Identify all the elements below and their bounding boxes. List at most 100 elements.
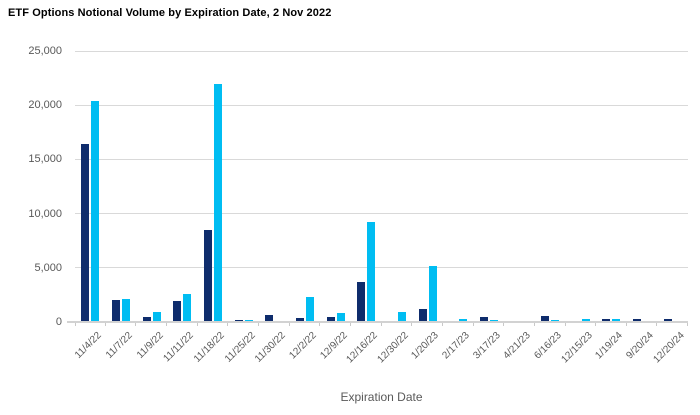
x-tick-label: 4/21/23 (501, 330, 534, 362)
bar-navy-12/16/22 (357, 282, 366, 322)
x-tick-label: 12/16/22 (344, 330, 380, 366)
axis-tick (625, 322, 627, 326)
bar-group (198, 51, 229, 326)
y-tick-label: 5,000 (34, 261, 62, 274)
bar-navy-11/18/22 (203, 230, 212, 322)
axis-tick (411, 322, 413, 326)
y-tick-label: 25,000 (28, 45, 62, 57)
bar-cyan-12/16/22 (367, 222, 376, 322)
axis-tick (503, 322, 505, 326)
bar-navy-9/20/24 (633, 319, 642, 322)
x-tick-label: 11/11/22 (161, 330, 197, 365)
axis-tick (75, 322, 76, 326)
axis-tick (380, 322, 382, 326)
bar-cyan-11/9/22 (152, 312, 161, 322)
x-tick-label: 12/2/22 (287, 330, 319, 362)
x-tick-label: 11/7/22 (103, 330, 135, 361)
bar-group (167, 51, 198, 326)
axis-tick (196, 322, 198, 326)
x-tick-label: 3/17/23 (471, 330, 503, 362)
axis-tick (227, 322, 229, 326)
gridline (75, 267, 688, 269)
bar-groups (75, 51, 689, 326)
x-tick-label: 12/30/22 (375, 330, 411, 366)
bar-group (136, 51, 167, 326)
axis-tick (104, 322, 106, 326)
bar-group (75, 51, 106, 326)
gridline (75, 158, 688, 160)
bar-navy-11/30/22 (265, 315, 274, 322)
axis-tick (349, 322, 351, 326)
axis-tick (687, 322, 689, 326)
bar-group (290, 51, 321, 326)
bar-cyan-11/18/22 (213, 84, 222, 322)
y-axis-labels: 0 5,000 10,000 15,000 20,000 25,000 (0, 0, 62, 415)
bar-group (627, 51, 658, 326)
plot-area (67, 50, 689, 326)
bar-group (412, 51, 443, 326)
x-tick-label: 12/15/23 (559, 330, 595, 366)
bar-cyan-1/20/23 (428, 266, 437, 322)
axis-tick (441, 322, 443, 326)
bar-cyan-11/7/22 (121, 299, 130, 322)
bar-cyan-12/30/22 (397, 312, 406, 322)
bar-cyan-12/2/22 (305, 297, 314, 322)
bar-group (596, 51, 627, 326)
bar-navy-11/11/22 (173, 301, 182, 322)
axis-tick (564, 322, 566, 326)
y-tick-label: 15,000 (28, 153, 62, 166)
x-axis-line (67, 321, 688, 323)
x-tick-label: 11/4/22 (73, 330, 105, 361)
bar-cyan-11/4/22 (91, 101, 100, 322)
x-tick-label: 11/25/22 (222, 330, 258, 365)
y-tick-label: 20,000 (28, 99, 62, 112)
gridline (75, 213, 688, 215)
chart-title: ETF Options Notional Volume by Expiratio… (8, 7, 332, 19)
x-axis-title: Expiration Date (340, 390, 423, 404)
y-tick-label: 0 (55, 316, 62, 328)
bar-navy-12/9/22 (326, 317, 335, 322)
bar-cyan-12/9/22 (336, 313, 345, 322)
bar-group (657, 51, 689, 326)
bar-group (382, 51, 413, 326)
bar-group (320, 51, 351, 326)
axis-tick (595, 322, 597, 326)
axis-tick (165, 322, 167, 326)
gridline (75, 50, 688, 52)
x-tick-label: 11/30/22 (253, 330, 288, 365)
bar-group (566, 51, 597, 326)
bar-cyan-12/15/23 (581, 319, 590, 322)
x-tick-label: 2/17/23 (440, 330, 472, 362)
x-tick-label: 1/19/24 (593, 330, 626, 362)
bar-group (504, 51, 535, 326)
bar-navy-1/19/24 (602, 319, 611, 322)
x-tick-label: 12/20/24 (651, 330, 687, 366)
axis-tick (135, 322, 137, 326)
bar-navy-11/9/22 (142, 317, 151, 322)
bar-navy-1/20/23 (418, 309, 427, 322)
gridline (75, 104, 688, 106)
bar-group (474, 51, 505, 326)
axis-tick (533, 322, 535, 326)
axis-tick (472, 322, 474, 326)
axis-tick (319, 322, 321, 326)
x-tick-label: 11/18/22 (191, 330, 227, 365)
bar-group (443, 51, 474, 326)
bar-navy-3/17/23 (479, 317, 488, 322)
bar-cyan-11/11/22 (183, 294, 192, 322)
axis-tick (656, 322, 658, 326)
bar-group (106, 51, 137, 326)
bar-group (351, 51, 382, 326)
bar-navy-12/20/24 (663, 319, 672, 322)
bar-cyan-2/17/23 (459, 319, 468, 322)
bar-group (259, 51, 290, 326)
bar-navy-6/16/23 (541, 316, 550, 322)
x-axis-labels: 11/4/22 11/7/22 11/9/22 11/11/22 11/18/22 11/… (73, 322, 688, 392)
bar-navy-11/4/22 (81, 144, 90, 322)
axis-tick (257, 322, 259, 326)
y-tick-label: 10,000 (28, 207, 62, 220)
bar-navy-11/7/22 (111, 300, 120, 322)
bar-group (228, 51, 259, 326)
axis-tick (288, 322, 290, 326)
